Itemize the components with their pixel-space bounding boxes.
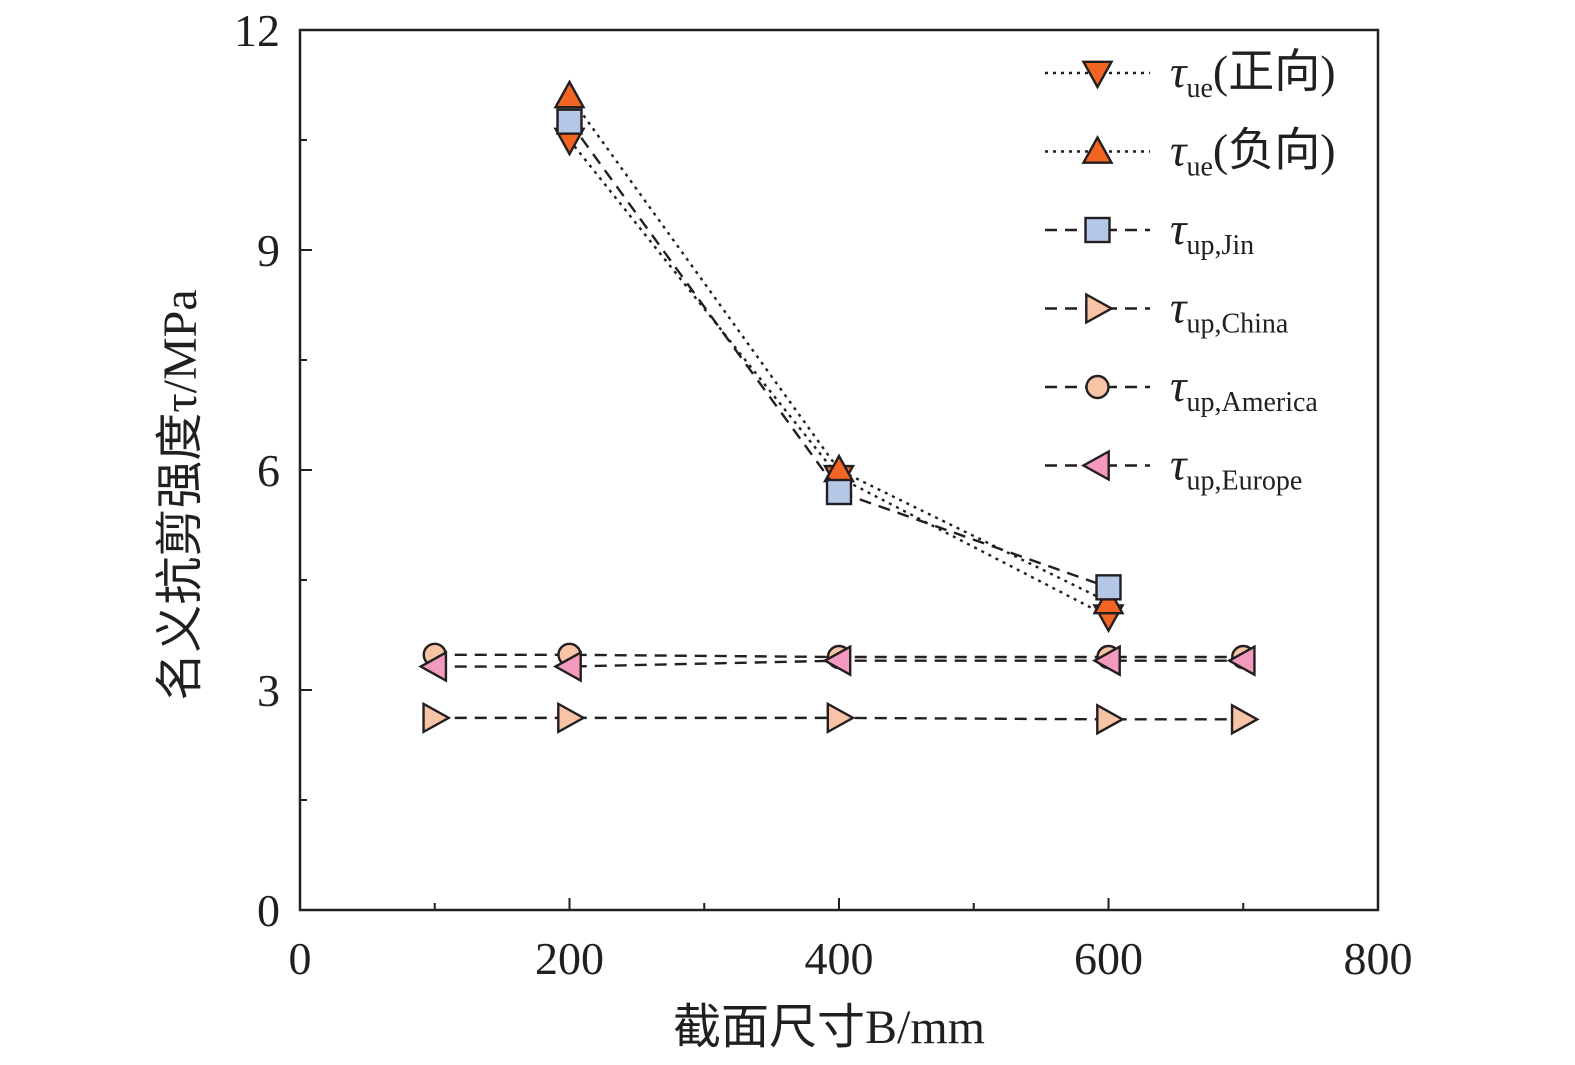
- data-point: [1230, 703, 1260, 736]
- legend-item: τup,China: [1045, 282, 1289, 340]
- series-line: [568, 95, 1110, 604]
- legend: τue(正向) τue(负向) τup,Jin τup,China τup,Americ…: [1045, 46, 1336, 497]
- data-point: [422, 701, 452, 734]
- x-tick-label: 800: [1344, 933, 1413, 984]
- data-point: [1096, 703, 1125, 736]
- series-line: [568, 139, 1110, 618]
- data-point: [418, 650, 448, 683]
- data-point: [553, 79, 586, 109]
- legend-label: τup,Jin: [1170, 203, 1254, 261]
- data-point: [1092, 585, 1125, 615]
- legend-item: τue(正向): [1045, 46, 1336, 104]
- y-tick-label: 3: [257, 665, 280, 716]
- legend-label: τup,China: [1170, 282, 1289, 340]
- x-tick-label: 600: [1074, 933, 1143, 984]
- legend-label: τup,America: [1170, 360, 1318, 418]
- legend-marker: [1085, 292, 1114, 325]
- series-2: [553, 79, 1125, 615]
- y-tick-label: 0: [257, 885, 280, 936]
- legend-item: τup,America: [1045, 360, 1318, 418]
- legend-label: τue(负向): [1170, 125, 1336, 183]
- legend-marker: [1081, 60, 1114, 90]
- data-point: [1226, 644, 1256, 677]
- series-4: [422, 701, 1260, 736]
- series-3: [556, 108, 1122, 601]
- y-tick-label: 12: [234, 5, 280, 56]
- legend-marker: [1085, 374, 1110, 400]
- data-point: [557, 701, 586, 734]
- y-tick-label: 9: [257, 225, 280, 276]
- legend-label: τup,Europe: [1170, 439, 1302, 497]
- series-line: [568, 120, 1109, 589]
- x-tick-label: 0: [289, 933, 312, 984]
- legend-item: τue(负向): [1045, 125, 1336, 183]
- legend-item: τup,Europe: [1045, 439, 1302, 497]
- data-point: [553, 650, 582, 683]
- legend-marker: [1084, 216, 1111, 244]
- data-point: [822, 644, 852, 677]
- data-point: [556, 108, 583, 135]
- series-layer: [418, 79, 1260, 736]
- x-tick-label: 400: [805, 933, 874, 984]
- data-point: [1095, 574, 1122, 601]
- legend-item: τup,Jin: [1045, 203, 1254, 261]
- legend-label: τue(正向): [1170, 46, 1336, 104]
- y-tick-label: 6: [257, 445, 280, 496]
- axes-layer: 0 200 400 600 800 0 3 6 9 12: [234, 5, 1413, 984]
- y-axis-title: 名义抗剪强度τ/MPa: [154, 289, 207, 700]
- data-point: [826, 701, 856, 734]
- legend-marker: [1081, 449, 1110, 482]
- series-1: [553, 127, 1125, 634]
- series-6: [418, 644, 1256, 683]
- x-tick-label: 200: [535, 933, 604, 984]
- data-point: [1092, 644, 1121, 677]
- x-axis-title: 截面尺寸B/mm: [673, 1001, 985, 1054]
- data-point: [825, 478, 853, 506]
- legend-marker: [1081, 135, 1114, 164]
